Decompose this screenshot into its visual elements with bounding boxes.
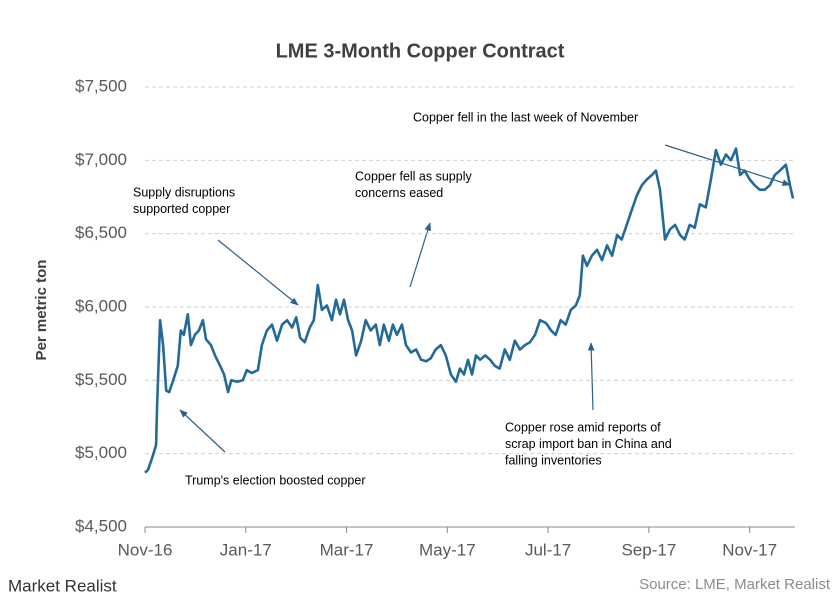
x-tick-label: Sep-17	[621, 540, 676, 559]
annotation: falling inventories	[505, 453, 602, 467]
y-tick-label: $7,500	[75, 76, 127, 95]
annotation: scrap import ban in China and	[505, 437, 672, 451]
y-tick-label: $5,500	[75, 370, 127, 389]
arrow	[179, 409, 226, 453]
y-tick-label: $6,500	[75, 223, 127, 242]
x-tick-label: Nov-16	[118, 540, 173, 559]
annotation: Copper fell as supply	[355, 169, 472, 183]
annotation: Copper rose amid reports of	[505, 420, 661, 434]
y-tick-label: $6,000	[75, 296, 127, 315]
y-tick-label: $4,500	[75, 516, 127, 535]
x-tick-label: Jul-17	[525, 540, 571, 559]
x-tick-label: Nov-17	[722, 540, 777, 559]
source: Source: LME, Market Realist	[639, 576, 831, 593]
y-tick-label: $5,000	[75, 443, 127, 462]
annotation: concerns eased	[355, 186, 443, 200]
annotation: Copper fell in the last week of November	[413, 110, 638, 124]
y-axis-label: Per metric ton	[33, 260, 50, 361]
arrow	[587, 342, 595, 411]
y-tick-label: $7,000	[75, 150, 127, 169]
arrow	[409, 222, 431, 288]
annotation: supported copper	[133, 202, 230, 216]
arrow	[664, 144, 791, 186]
price-line	[144, 147, 795, 474]
chart-title: LME 3-Month Copper Contract	[276, 40, 565, 62]
annotation: Trump's election boosted copper	[185, 473, 366, 487]
x-tick-label: May-17	[419, 540, 476, 559]
arrow	[217, 239, 299, 306]
x-tick-label: Mar-17	[320, 540, 374, 559]
annotation: Supply disruptions	[133, 185, 235, 199]
logo: Market Realist	[8, 576, 117, 595]
arrows	[179, 144, 791, 453]
x-tick-label: Jan-17	[220, 540, 272, 559]
